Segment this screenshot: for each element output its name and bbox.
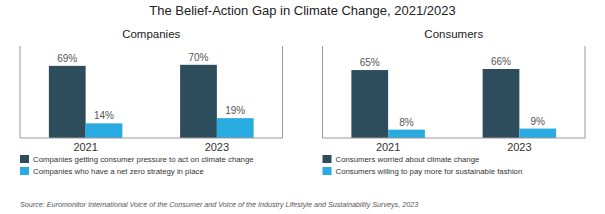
bars: [49, 65, 254, 138]
bar: [49, 66, 86, 138]
data-label: 8%: [399, 117, 414, 128]
title: The Belief-Action Gap in Climate Change,…: [149, 3, 455, 18]
legend-label: Companies who have a net zero strategy i…: [33, 167, 204, 176]
axis-right: [282, 46, 283, 138]
source-note: Source: Euromonitor International Voice …: [20, 200, 418, 209]
bars: [351, 69, 556, 138]
bar: [483, 69, 520, 138]
bar: [180, 65, 217, 138]
axis-left: [322, 46, 323, 138]
panel: Consumers 65% 66% 8% 9% 2021 2023 Consumers wor…: [323, 28, 586, 176]
legend-label: Consumers worried about climate change: [336, 155, 480, 164]
axis-bottom: [323, 138, 586, 139]
axis-bottom: [20, 138, 283, 139]
legend-label: Consumers willing to pay more for sustai…: [336, 167, 523, 176]
axis-right: [585, 46, 586, 138]
data-labels: 65% 66% 8% 9%: [360, 56, 545, 128]
panel-title: Companies: [122, 28, 180, 40]
data-label: 19%: [225, 105, 245, 116]
data-label: 70%: [188, 52, 208, 63]
panel: Companies 69% 70% 14% 19% 2021 2023 Companies g…: [20, 28, 283, 176]
bar: [351, 70, 388, 138]
data-label: 9%: [531, 116, 546, 127]
bar: [388, 130, 425, 138]
legend-swatch: [20, 155, 29, 163]
x-tick-label: 2021: [376, 141, 400, 153]
bar: [217, 118, 254, 138]
data-label: 69%: [57, 53, 77, 64]
legend-swatch: [323, 155, 332, 163]
axis-left: [20, 46, 21, 138]
legend-swatch: [20, 167, 29, 175]
legend-label: Companies getting consumer pressure to a…: [33, 155, 254, 164]
bar: [519, 129, 556, 138]
x-tick-label: 2023: [507, 141, 531, 153]
x-tick-label: 2023: [205, 141, 229, 153]
chart-root: The Belief-Action Gap in Climate Change,…: [0, 0, 605, 214]
data-labels: 69% 70% 14% 19%: [57, 52, 245, 122]
data-label: 14%: [94, 110, 114, 121]
data-label: 66%: [491, 56, 511, 67]
bar: [86, 123, 123, 138]
panel-title: Consumers: [424, 28, 483, 40]
legend-swatch: [323, 167, 332, 175]
legend: Companies getting consumer pressure to a…: [20, 155, 254, 176]
legend: Consumers worried about climate change Co…: [323, 155, 523, 176]
x-tick-label: 2021: [73, 141, 97, 153]
data-label: 65%: [360, 57, 380, 68]
